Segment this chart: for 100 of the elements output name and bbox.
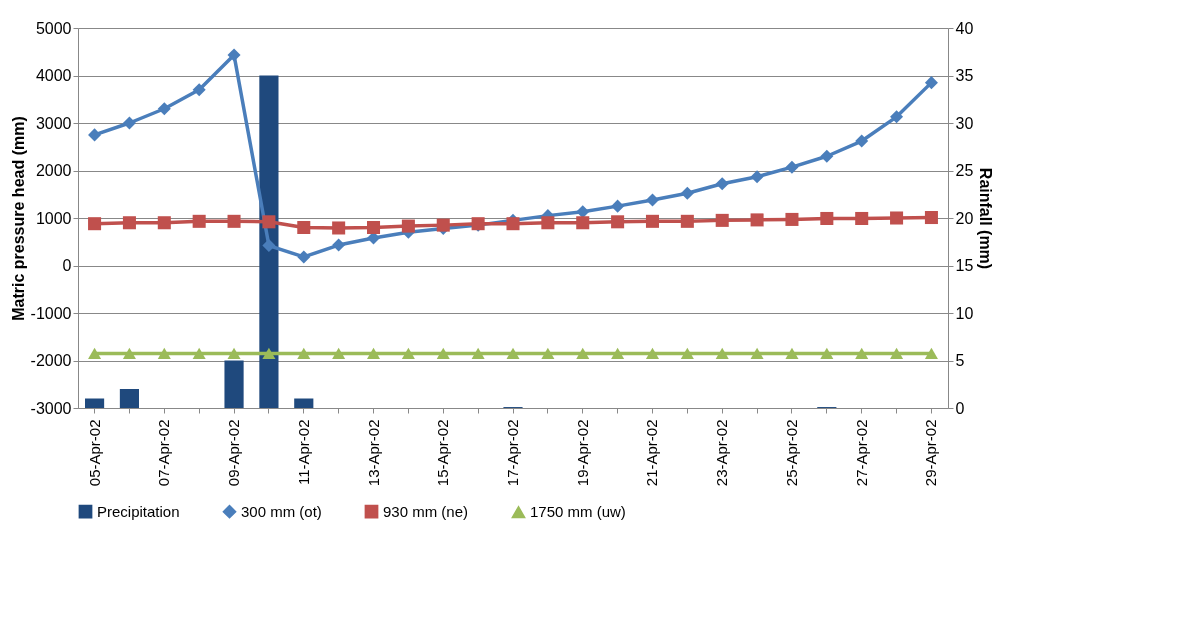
point xyxy=(820,347,834,360)
x-tick-label: 15-Apr-02 xyxy=(434,419,452,487)
point xyxy=(227,48,241,62)
point xyxy=(367,347,381,360)
point xyxy=(262,215,276,229)
x-tick-label: 25-Apr-02 xyxy=(782,419,800,487)
point xyxy=(715,213,729,227)
y-tick-label: 1000 xyxy=(35,209,72,227)
point xyxy=(611,199,625,213)
y2-tick-label: 5 xyxy=(955,352,965,369)
point xyxy=(611,347,625,360)
y2-tick-label: 30 xyxy=(955,114,974,132)
point xyxy=(855,211,869,225)
y-tick-label: 3000 xyxy=(35,114,72,132)
point xyxy=(157,347,171,360)
point xyxy=(157,102,171,116)
point xyxy=(367,220,381,235)
point xyxy=(820,149,834,163)
point xyxy=(297,347,311,360)
point xyxy=(750,347,764,360)
point xyxy=(332,221,346,235)
point xyxy=(750,213,764,227)
point xyxy=(715,347,729,360)
y-tick-label: 5000 xyxy=(35,19,72,37)
point xyxy=(157,216,171,230)
point xyxy=(88,347,102,360)
point xyxy=(890,110,904,124)
point xyxy=(332,347,346,360)
point xyxy=(680,214,694,228)
legend-label: 1750 mm (uw) xyxy=(530,503,626,521)
point xyxy=(924,211,938,225)
y2-tick-label: 40 xyxy=(955,19,974,37)
x-tick-label: 05-Apr-02 xyxy=(85,419,103,487)
x-tick-label: 17-Apr-02 xyxy=(504,419,521,487)
point xyxy=(611,215,625,229)
y-tick-label: -2000 xyxy=(30,352,72,369)
y-tick-label: 0 xyxy=(62,257,72,274)
point xyxy=(192,347,206,360)
point xyxy=(88,128,102,142)
point xyxy=(401,219,415,233)
point xyxy=(88,217,102,231)
point xyxy=(227,347,241,360)
legend-label: 300 mm (ot) xyxy=(241,502,322,520)
point xyxy=(890,211,904,225)
point xyxy=(297,250,311,264)
y2-tick-label: 0 xyxy=(955,399,965,417)
y-axis-title: Matric pressure head (mm) xyxy=(9,116,27,321)
point xyxy=(122,347,136,360)
point xyxy=(785,212,799,226)
y2-tick-label: 35 xyxy=(955,67,974,84)
point xyxy=(192,214,206,228)
point xyxy=(680,347,694,360)
x-tick-label: 21-Apr-02 xyxy=(643,419,661,487)
point xyxy=(750,170,764,184)
point xyxy=(785,347,799,360)
y2-tick-label: 20 xyxy=(955,209,974,227)
point xyxy=(332,238,346,252)
y2-tick-label: 25 xyxy=(955,162,974,179)
point xyxy=(924,347,938,360)
point xyxy=(890,347,904,360)
point xyxy=(645,214,659,228)
bar xyxy=(84,398,105,408)
point xyxy=(855,134,869,148)
point xyxy=(715,177,729,191)
point xyxy=(820,211,834,225)
point xyxy=(122,216,136,230)
y-tick-label: -3000 xyxy=(30,399,72,417)
x-tick-label: 27-Apr-02 xyxy=(852,419,870,487)
point xyxy=(785,160,799,174)
x-tick-label: 23-Apr-02 xyxy=(713,419,731,487)
x-tick-label: 07-Apr-02 xyxy=(155,419,173,487)
point xyxy=(436,347,450,360)
point xyxy=(680,186,694,200)
point xyxy=(506,217,520,231)
bar xyxy=(119,389,140,408)
bar xyxy=(224,360,244,408)
point xyxy=(122,116,136,130)
x-tick-label: 29-Apr-02 xyxy=(922,419,940,487)
point xyxy=(192,83,206,97)
bar xyxy=(259,75,279,408)
point xyxy=(262,347,276,360)
x-tick-label: 11-Apr-02 xyxy=(294,419,312,486)
point xyxy=(471,347,485,360)
point xyxy=(227,214,241,228)
y2-tick-label: 15 xyxy=(955,257,974,274)
x-tick-label: 09-Apr-02 xyxy=(225,419,243,487)
point xyxy=(576,347,590,360)
x-tick-label: 19-Apr-02 xyxy=(573,419,591,487)
point xyxy=(401,347,415,360)
point xyxy=(541,347,555,360)
y2-tick-label: 10 xyxy=(955,304,974,322)
legend-label: Precipitation xyxy=(97,502,180,520)
y2-axis-title: Rainfall (mm) xyxy=(977,167,995,270)
point xyxy=(645,193,659,207)
point xyxy=(924,76,938,90)
y-tick-label: -1000 xyxy=(30,304,72,322)
point xyxy=(541,216,555,230)
point xyxy=(262,239,276,253)
point xyxy=(506,347,520,360)
point xyxy=(645,347,659,360)
